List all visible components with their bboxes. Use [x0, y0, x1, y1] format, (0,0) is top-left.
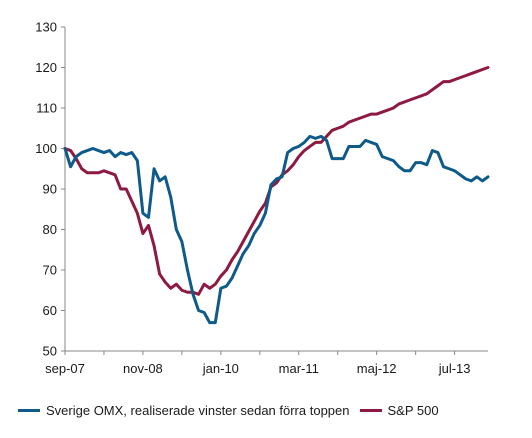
legend-swatch-omx	[18, 409, 40, 412]
y-tick-label: 120	[35, 60, 57, 75]
y-tick-label: 70	[43, 263, 57, 278]
x-tick-label: jul-13	[438, 361, 471, 376]
y-tick-label: 90	[43, 182, 57, 197]
y-tick-label: 110	[36, 101, 57, 116]
legend-item-omx: Sverige OMX, realiserade vinster sedan f…	[18, 403, 350, 418]
legend-swatch-sp500	[359, 409, 382, 412]
x-tick-label: maj-12	[357, 361, 397, 376]
x-tick-label: sep-07	[45, 361, 85, 376]
series-line-sp500	[63, 66, 490, 296]
legend: Sverige OMX, realiserade vinster sedan f…	[18, 403, 449, 418]
x-tick-label: mar-11	[279, 361, 319, 376]
y-tick-label: 50	[43, 344, 57, 359]
y-axis: 50 60 70 80 90 100 110 120 130	[35, 20, 66, 359]
y-tick-label: 100	[35, 141, 57, 156]
x-tick-label: nov-08	[123, 361, 163, 376]
line-chart: 50 60 70 80 90 100 110 120 130 sep-07 nov-08 jan-1…	[35, 20, 490, 376]
x-tick-label: jan-10	[202, 361, 239, 376]
legend-item-sp500: S&P 500	[359, 403, 439, 418]
y-tick-label: 60	[43, 303, 57, 318]
series-line-omx	[63, 134, 490, 325]
legend-label-omx: Sverige OMX, realiserade vinster sedan f…	[46, 403, 350, 418]
x-axis: sep-07 nov-08 jan-10 mar-11 maj-12 jul-13	[45, 350, 488, 376]
legend-label-sp500: S&P 500	[387, 403, 439, 418]
series-layer	[63, 66, 490, 325]
y-tick-label: 80	[43, 222, 57, 237]
y-tick-label: 130	[35, 20, 57, 35]
